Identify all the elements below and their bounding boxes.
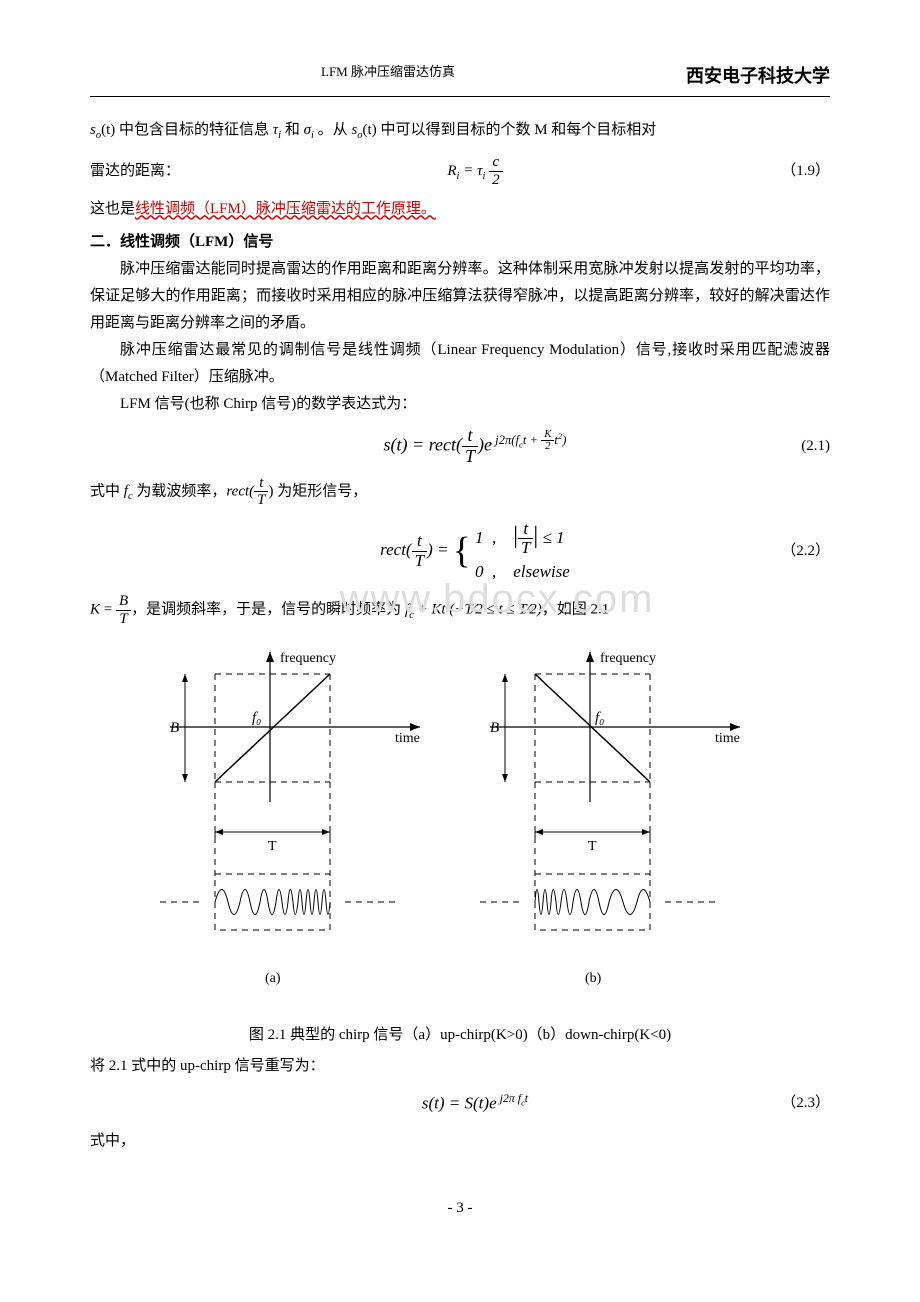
header-title-left: LFM 脉冲压缩雷达仿真	[90, 60, 686, 92]
figure-2-1: frequency time B f₀ T	[140, 642, 780, 1012]
fig-a-ylabel: frequency	[280, 651, 336, 666]
fig-a-B: B	[170, 720, 179, 736]
paragraph-4: 脉冲压缩雷达最常见的调制信号是线性调频（Linear Frequency Mod…	[90, 337, 830, 391]
paragraph-red: 这也是线性调频（LFM）脉冲压缩雷达的工作原理。	[90, 196, 830, 223]
eq23-number: （2.3）	[760, 1090, 830, 1117]
red-underline-text: 线性调频（LFM）脉冲压缩雷达的工作原理。	[135, 201, 436, 217]
equation-2-1: s(t) = rect(tT)e j2π(fct + K2t2) (2.1)	[90, 426, 830, 467]
eq22-number: （2.2）	[760, 538, 830, 565]
fig-a-sublabel: (a)	[265, 971, 281, 986]
fig-a-T: T	[268, 839, 277, 854]
eq21-expr: s(t) = rect(tT)e j2π(fct + K2t2)	[190, 426, 760, 467]
section-2-heading: 二．线性调频（LFM）信号	[90, 229, 830, 256]
eq21-number: (2.1)	[760, 433, 830, 460]
eq19-expr: Ri = τi c2	[190, 154, 760, 188]
page-number: - 3 -	[90, 1195, 830, 1222]
paragraph-8: 将 2.1 式中的 up-chirp 信号重写为：	[90, 1053, 830, 1080]
paragraph-3: 脉冲压缩雷达能同时提高雷达的作用距离和距离分辨率。这种体制采用宽脉冲发射以提高发…	[90, 256, 830, 337]
fig-a-xlabel: time	[395, 731, 420, 746]
fig-b-f0: f₀	[595, 710, 604, 726]
watermark-text: www.bdocx.com	[340, 563, 655, 635]
figure-2-1-caption: 图 2.1 典型的 chirp 信号（a）up-chirp(K>0)（b）dow…	[90, 1022, 830, 1049]
equation-2-3: s(t) = S(t)e j2π fct （2.3）	[90, 1088, 830, 1119]
fig-b-B: B	[490, 720, 499, 736]
paragraph-5: LFM 信号(也称 Chirp 信号)的数学表达式为：	[90, 391, 830, 418]
paragraph-7: www.bdocx.com K = BT，是调频斜率，于是，信号的瞬时频率为 f…	[90, 593, 830, 627]
page-header: LFM 脉冲压缩雷达仿真 西安电子科技大学	[90, 60, 830, 97]
chirp-diagram-svg: frequency time B f₀ T	[140, 642, 780, 1012]
eq23-expr: s(t) = S(t)e j2π fct	[190, 1088, 760, 1119]
eq19-label: 雷达的距离：	[90, 158, 190, 185]
fig-b-xlabel: time	[715, 731, 740, 746]
paragraph-9: 式中，	[90, 1128, 830, 1155]
equation-1-9: 雷达的距离： Ri = τi c2 （1.9）	[90, 154, 830, 188]
fig-b-T: T	[588, 839, 597, 854]
paragraph-so: so(t) 中包含目标的特征信息 τi 和 σi 。从 so(t) 中可以得到目…	[90, 117, 830, 146]
fig-b-ylabel: frequency	[600, 651, 656, 666]
fig-b-sublabel: (b)	[585, 971, 602, 986]
fig-a-f0: f₀	[252, 710, 261, 726]
header-title-right: 西安电子科技大学	[686, 60, 830, 92]
paragraph-6: 式中 fc 为载波频率，rect(tT) 为矩形信号，	[90, 475, 830, 509]
eq19-number: （1.9）	[760, 158, 830, 185]
